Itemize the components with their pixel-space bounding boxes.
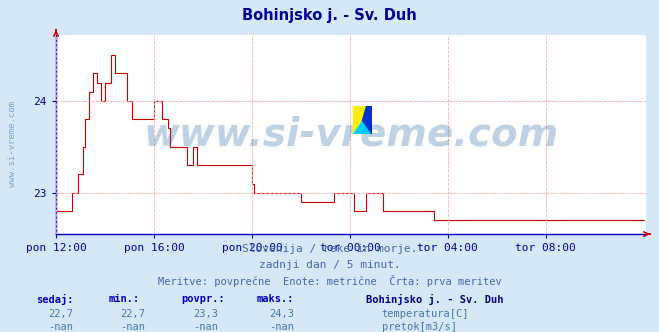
Text: Bohinjsko j. - Sv. Duh: Bohinjsko j. - Sv. Duh [242, 8, 417, 23]
Text: www.si-vreme.com: www.si-vreme.com [8, 101, 17, 188]
Text: pretok[m3/s]: pretok[m3/s] [382, 322, 457, 332]
Text: -nan: -nan [269, 322, 294, 332]
Text: maks.:: maks.: [257, 294, 295, 304]
Text: sedaj:: sedaj: [36, 294, 74, 305]
Polygon shape [353, 106, 372, 134]
Polygon shape [362, 121, 372, 134]
Text: temperatura[C]: temperatura[C] [382, 309, 469, 319]
Text: Bohinjsko j. - Sv. Duh: Bohinjsko j. - Sv. Duh [366, 294, 503, 305]
Text: www.si-vreme.com: www.si-vreme.com [143, 116, 559, 153]
Text: 22,7: 22,7 [121, 309, 146, 319]
Text: zadnji dan / 5 minut.: zadnji dan / 5 minut. [258, 260, 401, 270]
Text: 24,3: 24,3 [269, 309, 294, 319]
Text: 22,7: 22,7 [48, 309, 73, 319]
Polygon shape [362, 106, 372, 121]
Text: min.:: min.: [109, 294, 140, 304]
Text: Meritve: povprečne  Enote: metrične  Črta: prva meritev: Meritve: povprečne Enote: metrične Črta:… [158, 275, 501, 287]
Text: -nan: -nan [193, 322, 218, 332]
Text: -nan: -nan [121, 322, 146, 332]
Text: -nan: -nan [48, 322, 73, 332]
Text: povpr.:: povpr.: [181, 294, 225, 304]
Polygon shape [353, 106, 372, 134]
Text: Slovenija / reke in morje.: Slovenija / reke in morje. [242, 244, 417, 254]
Text: 23,3: 23,3 [193, 309, 218, 319]
